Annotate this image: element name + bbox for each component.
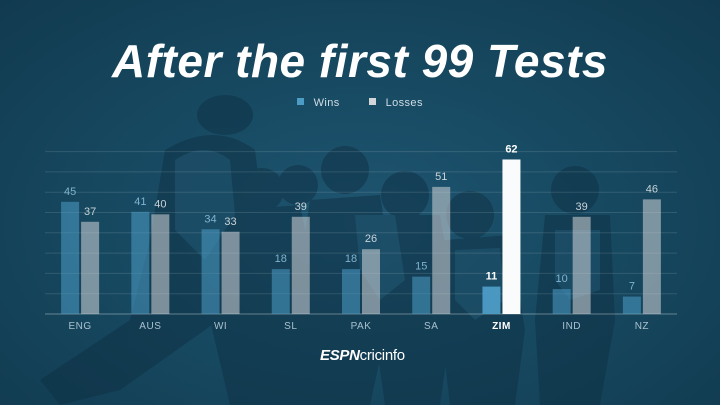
bar-losses-eng [81, 221, 100, 314]
bar-wins-wi [201, 229, 220, 314]
data-label-wins-eng: 45 [64, 186, 76, 198]
x-tick-label-zim: ZIM [492, 321, 511, 332]
bar-losses-aus [151, 214, 170, 314]
data-label-wins-sa: 15 [415, 261, 427, 273]
legend-item-losses: Losses [369, 97, 423, 109]
legend-item-wins: Wins [297, 97, 340, 109]
bar-wins-nz [622, 296, 641, 314]
bar-losses-ind [572, 216, 591, 314]
x-tick-label-aus: AUS [139, 321, 161, 332]
chart-title: After the first 99 Tests [112, 35, 608, 87]
bar-losses-sa [432, 186, 451, 314]
data-label-losses-ind: 39 [576, 201, 588, 213]
bar-wins-sa [412, 276, 431, 314]
legend: Wins Losses [0, 97, 720, 109]
data-label-losses-aus: 40 [154, 198, 166, 210]
data-label-losses-pak: 26 [365, 233, 377, 245]
legend-swatch-losses [369, 98, 377, 105]
data-label-losses-sl: 39 [295, 201, 307, 213]
data-label-losses-wi: 33 [224, 216, 236, 228]
x-tick-label-eng: ENG [69, 321, 92, 332]
data-label-wins-ind: 10 [556, 273, 568, 285]
x-tick-label-sl: SL [284, 321, 297, 332]
data-label-losses-zim: 62 [505, 143, 517, 155]
x-tick-label-nz: NZ [635, 321, 649, 332]
data-label-wins-aus: 41 [134, 196, 146, 208]
data-label-wins-zim: 11 [486, 271, 498, 283]
brand-espn: ESPN [320, 347, 360, 364]
bar-losses-sl [291, 216, 310, 314]
bar-wins-zim [482, 286, 501, 314]
data-label-wins-pak: 18 [345, 253, 357, 265]
x-tick-label-wi: WI [214, 321, 227, 332]
x-tick-label-sa: SA [424, 321, 438, 332]
legend-swatch-wins [297, 98, 305, 105]
data-label-losses-eng: 37 [84, 206, 96, 218]
x-tick-label-pak: PAK [351, 321, 372, 332]
bar-wins-eng [61, 201, 80, 314]
legend-label-wins: Wins [313, 97, 340, 109]
bar-losses-wi [221, 231, 240, 314]
x-tick-label-ind: IND [562, 321, 581, 332]
bar-losses-nz [642, 199, 661, 314]
data-label-losses-nz: 46 [646, 183, 658, 195]
bar-wins-sl [271, 269, 290, 314]
bar-wins-pak [342, 269, 360, 314]
bar-wins-aus [131, 211, 150, 314]
legend-label-losses: Losses [385, 97, 423, 109]
data-label-losses-sa: 51 [435, 171, 447, 183]
data-label-wins-nz: 7 [629, 281, 635, 293]
data-label-wins-sl: 18 [275, 253, 287, 265]
data-label-wins-wi: 34 [204, 213, 216, 225]
brand-cricinfo: cricinfo [359, 347, 405, 364]
bar-losses-zim [502, 159, 521, 314]
espncricinfo-logo: ESPNcricinfo [320, 347, 405, 364]
bar-wins-ind [552, 289, 571, 314]
bar-losses-pak [362, 249, 380, 314]
